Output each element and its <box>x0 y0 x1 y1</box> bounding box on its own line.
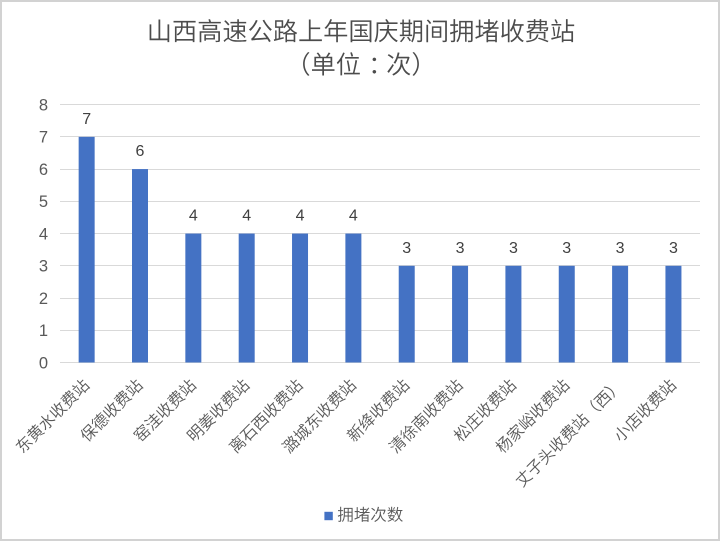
svg-text:3: 3 <box>669 240 678 257</box>
svg-text:3: 3 <box>562 240 571 257</box>
svg-text:2: 2 <box>39 290 48 308</box>
svg-text:3: 3 <box>509 240 518 257</box>
svg-text:5: 5 <box>39 193 48 211</box>
svg-text:3: 3 <box>456 240 465 257</box>
svg-text:7: 7 <box>82 111 91 128</box>
svg-text:4: 4 <box>296 208 305 225</box>
svg-text:4: 4 <box>189 208 198 225</box>
svg-text:1: 1 <box>39 322 48 340</box>
svg-text:4: 4 <box>349 208 358 225</box>
svg-text:0: 0 <box>39 354 48 372</box>
svg-text:3: 3 <box>402 240 411 257</box>
svg-text:3: 3 <box>39 258 48 276</box>
svg-text:4: 4 <box>242 208 251 225</box>
svg-text:3: 3 <box>616 240 625 257</box>
svg-text:6: 6 <box>136 143 145 160</box>
svg-text:6: 6 <box>39 161 48 179</box>
svg-text:8: 8 <box>39 97 48 115</box>
svg-text:7: 7 <box>39 129 48 147</box>
svg-text:4: 4 <box>39 225 48 243</box>
